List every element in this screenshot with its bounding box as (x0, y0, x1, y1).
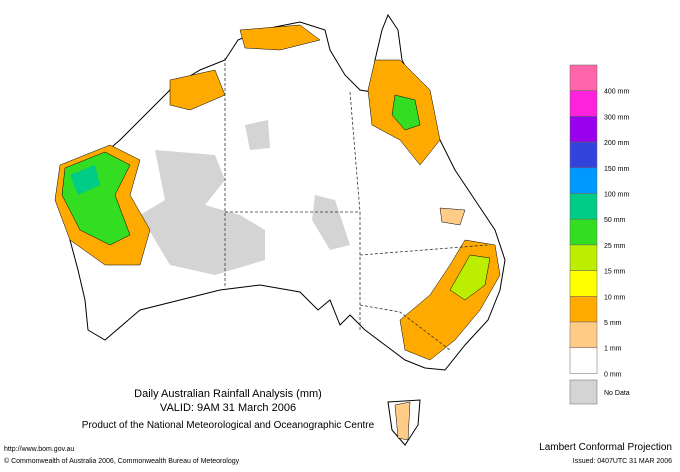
map-title: Daily Australian Rainfall Analysis (mm) (134, 388, 322, 400)
legend-label: 50 mm (604, 217, 626, 224)
rain-area (169, 69, 226, 111)
no-data-area (245, 120, 270, 150)
legend: 400 mm 300 mm 200 mm 150 mm 100 mm 50 mm 25 mm… (569, 64, 630, 405)
legend-label: 100 mm (604, 192, 629, 199)
rain-area (391, 94, 421, 131)
legend-label: 0 mm (604, 371, 622, 378)
state-border (359, 244, 489, 256)
url: http://www.bom.gov.au (4, 446, 74, 453)
no-data-area (140, 150, 265, 275)
copyright: © Commonwealth of Australia 2006, Common… (4, 457, 240, 465)
projection: Lambert Conformal Projection (539, 442, 672, 453)
state-border (349, 91, 361, 213)
legend-label: 1 mm (604, 346, 622, 353)
legend-label: 10 mm (604, 294, 626, 301)
state-border (359, 304, 451, 351)
legend-label: 200 mm (604, 140, 629, 147)
rain-area (394, 401, 411, 441)
legend-label: 150 mm (604, 166, 629, 173)
no-data-area (312, 195, 350, 250)
legend-swatch (569, 90, 598, 117)
legend-swatch (569, 296, 598, 323)
legend-swatch (569, 116, 598, 143)
legend-swatch (569, 167, 598, 194)
legend-swatch (569, 379, 598, 405)
legend-swatch (569, 218, 598, 246)
legend-swatch (569, 270, 598, 297)
legend-swatch (569, 193, 598, 220)
rain-area (70, 165, 100, 195)
product-note: Product of the National Meteorological a… (82, 420, 375, 431)
legend-label: 5 mm (604, 320, 622, 327)
rain-area (439, 207, 466, 226)
legend-swatch (569, 321, 598, 348)
legend-label: 300 mm (604, 114, 629, 121)
legend-swatch (569, 141, 598, 169)
legend-swatch (569, 347, 598, 374)
legend-label: 15 mm (604, 269, 626, 276)
legend-swatch (569, 244, 598, 271)
rain-area (449, 254, 491, 301)
legend-swatch (569, 64, 598, 91)
issued: Issued: 0407UTC 31 MAR 2006 (573, 458, 672, 465)
legend-label: 25 mm (604, 243, 626, 250)
legend-label: 400 mm (604, 89, 629, 96)
valid-time: VALID: 9AM 31 March 2006 (160, 402, 296, 414)
rain-area (239, 24, 321, 51)
legend-label: No Data (604, 390, 630, 397)
map (54, 13, 506, 446)
